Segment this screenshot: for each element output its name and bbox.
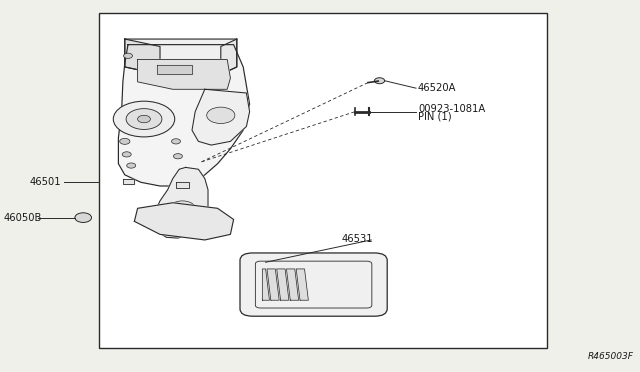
Polygon shape <box>221 39 237 74</box>
Bar <box>99 13 547 348</box>
Polygon shape <box>138 60 230 89</box>
Polygon shape <box>118 45 250 186</box>
Circle shape <box>172 139 180 144</box>
Polygon shape <box>276 269 289 300</box>
Polygon shape <box>154 167 208 238</box>
Circle shape <box>173 154 182 159</box>
Circle shape <box>207 107 235 124</box>
Circle shape <box>124 53 132 58</box>
Text: R465003F: R465003F <box>588 352 634 361</box>
Circle shape <box>126 109 162 129</box>
Circle shape <box>113 101 175 137</box>
Text: 46050B: 46050B <box>3 213 42 222</box>
Circle shape <box>122 152 131 157</box>
Polygon shape <box>125 39 160 74</box>
Text: 46501: 46501 <box>30 177 61 187</box>
Polygon shape <box>176 182 189 188</box>
Polygon shape <box>296 269 308 300</box>
Circle shape <box>75 213 92 222</box>
Polygon shape <box>262 269 269 300</box>
Polygon shape <box>123 179 134 184</box>
Polygon shape <box>287 269 299 300</box>
Circle shape <box>127 163 136 168</box>
Circle shape <box>120 138 130 144</box>
Circle shape <box>138 115 150 123</box>
Polygon shape <box>192 89 250 145</box>
Polygon shape <box>125 39 237 74</box>
Text: 46531: 46531 <box>341 234 372 244</box>
Text: 00923-1081A: 00923-1081A <box>418 105 485 114</box>
Circle shape <box>374 78 385 84</box>
Polygon shape <box>134 203 234 240</box>
Text: PIN (1): PIN (1) <box>418 112 452 121</box>
Polygon shape <box>157 65 192 74</box>
Text: 46520A: 46520A <box>418 83 456 93</box>
FancyBboxPatch shape <box>240 253 387 316</box>
Polygon shape <box>267 269 279 300</box>
Circle shape <box>170 201 195 216</box>
